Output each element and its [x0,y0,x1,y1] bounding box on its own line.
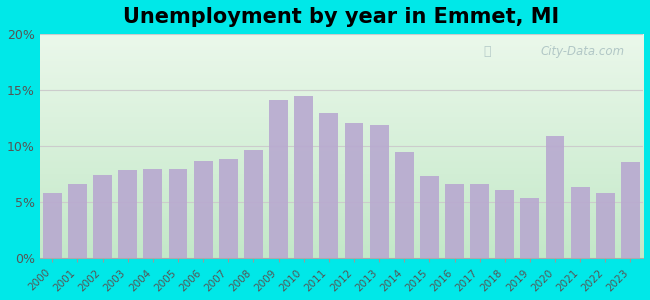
Bar [118,170,137,258]
Bar [370,125,389,258]
Bar [445,184,464,258]
Bar [521,198,539,258]
Bar [596,193,615,258]
Bar [420,176,439,258]
Bar [43,193,62,258]
Bar [395,152,413,258]
Bar [571,187,590,258]
Bar [68,184,87,258]
Bar [545,136,564,258]
Bar [144,169,162,258]
Bar [470,184,489,258]
Text: City-Data.com: City-Data.com [541,45,625,58]
Title: Unemployment by year in Emmet, MI: Unemployment by year in Emmet, MI [124,7,560,27]
Bar [194,161,213,258]
Text: ⓘ: ⓘ [483,45,491,58]
Bar [93,175,112,258]
Bar [344,123,363,258]
Bar [294,96,313,258]
Bar [219,158,238,258]
Bar [495,190,514,258]
Bar [621,162,640,258]
Bar [269,100,288,258]
Bar [319,112,338,258]
Bar [244,149,263,258]
Bar [168,169,187,258]
